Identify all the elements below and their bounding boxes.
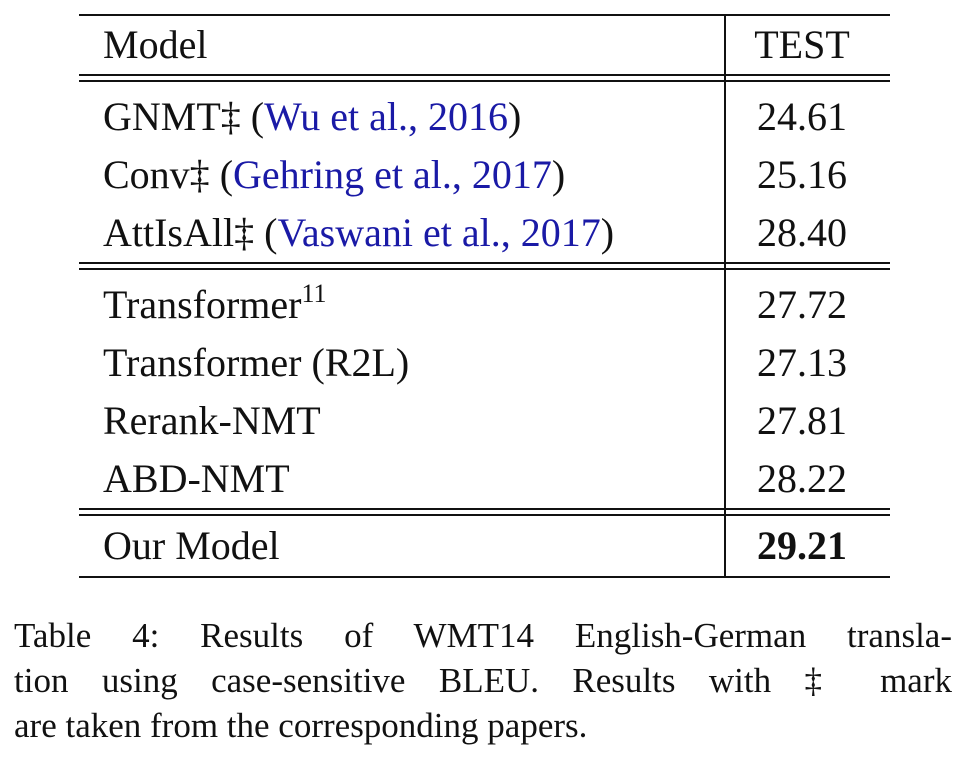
model-name: Conv‡ — [103, 152, 210, 197]
header-model: Model — [103, 22, 208, 67]
table-row: GNMT‡ (Wu et al., 2016) 24.61 — [79, 88, 890, 146]
model-name: Our Model — [103, 523, 280, 568]
test-score: 27.72 — [724, 276, 890, 334]
final-double-rule — [79, 508, 890, 516]
model-name: AttIsAll‡ — [103, 210, 255, 255]
table-row: Transformer11 27.72 — [79, 276, 890, 334]
table-row: ABD-NMT 28.22 — [79, 450, 890, 508]
model-name: Rerank-NMT — [103, 398, 321, 443]
citation-link[interactable]: Vaswani et al., 2017 — [277, 210, 601, 255]
table-row: Rerank-NMT 27.81 — [79, 392, 890, 450]
model-name: ABD-NMT — [103, 456, 290, 501]
footnote-mark: 11 — [301, 278, 327, 308]
top-rule — [79, 14, 890, 16]
bottom-rule — [79, 576, 890, 578]
table-row: Transformer (R2L) 27.13 — [79, 334, 890, 392]
table-caption: Table 4: Results of WMT14 English-German… — [14, 613, 952, 748]
model-name: Transformer (R2L) — [103, 340, 410, 385]
header-row: Model TEST — [79, 16, 890, 74]
test-score-best: 29.21 — [724, 516, 890, 576]
test-score: 27.81 — [724, 392, 890, 450]
table-row-final: Our Model 29.21 — [79, 516, 890, 576]
caption-line: tion using case-sensitive BLEU. Results … — [14, 661, 952, 700]
citation-link[interactable]: Wu et al., 2016 — [264, 94, 508, 139]
citation-link[interactable]: Gehring et al., 2017 — [233, 152, 552, 197]
model-name: GNMT‡ — [103, 94, 241, 139]
test-score: 27.13 — [724, 334, 890, 392]
table-row: Conv‡ (Gehring et al., 2017) 25.16 — [79, 146, 890, 204]
test-score: 28.40 — [724, 204, 890, 262]
test-score: 28.22 — [724, 450, 890, 508]
header-double-rule — [79, 74, 890, 82]
results-table: Model TEST GNMT‡ (Wu et al., 2016) 24.61… — [79, 14, 890, 578]
group-double-rule — [79, 262, 890, 270]
test-score: 25.16 — [724, 146, 890, 204]
model-name: Transformer — [103, 282, 302, 327]
table-row: AttIsAll‡ (Vaswani et al., 2017) 28.40 — [79, 204, 890, 262]
caption-line: Table 4: Results of WMT14 English-German… — [14, 616, 952, 655]
header-test: TEST — [724, 16, 890, 74]
test-score: 24.61 — [724, 88, 890, 146]
caption-line: are taken from the corresponding papers. — [14, 706, 588, 745]
